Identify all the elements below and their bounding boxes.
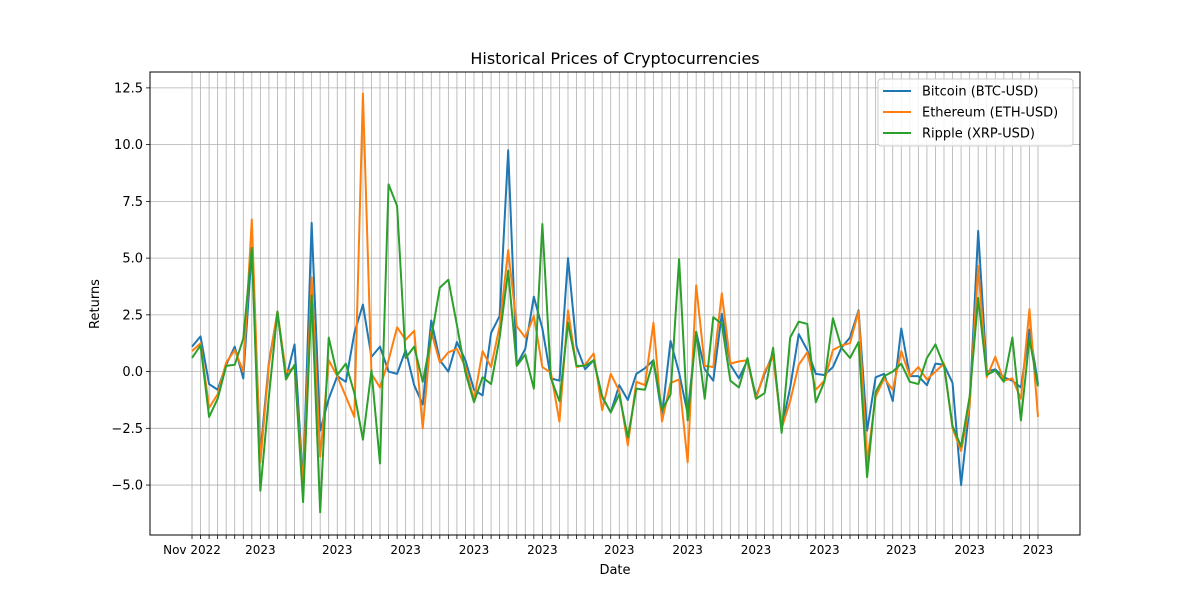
series-line-ethereum-eth-usd xyxy=(191,92,1039,487)
chart-title: Historical Prices of Cryptocurrencies xyxy=(470,49,759,68)
x-tick-label: 2023 xyxy=(886,543,917,557)
legend-label: Ripple (XRP-USD) xyxy=(922,127,1035,142)
y-tick-label: 0.0 xyxy=(122,365,143,380)
legend-label: Bitcoin (BTC-USD) xyxy=(922,85,1039,100)
y-tick-label: 5.0 xyxy=(122,252,143,267)
x-tick-label: 2023 xyxy=(527,543,558,557)
series-line-ripple-xrp-usd xyxy=(191,183,1039,514)
y-tick-label: −5.0 xyxy=(111,479,143,494)
series-lines xyxy=(191,92,1039,514)
x-tick-label: 2023 xyxy=(954,543,985,557)
x-tick-label: 2023 xyxy=(245,543,276,557)
x-tick-label: 2023 xyxy=(322,543,353,557)
x-tick-label: 2023 xyxy=(604,543,635,557)
y-tick-label: 2.5 xyxy=(122,308,143,323)
grid xyxy=(150,72,1080,535)
x-tick-label: 2023 xyxy=(741,543,772,557)
x-axis-ticks: Nov 2022 2023 2023 2023 2023 2023 2023 2023 2023… xyxy=(163,535,1053,557)
legend: Bitcoin (BTC-USD) Ethereum (ETH-USD) Rippl… xyxy=(877,78,1074,147)
x-tick-label: 2023 xyxy=(459,543,490,557)
y-axis-label: Returns xyxy=(88,279,103,329)
legend-label: Ethereum (ETH-USD) xyxy=(922,106,1058,121)
legend-box xyxy=(877,78,1074,147)
plot-area-frame xyxy=(149,71,1081,536)
x-tick-label: Nov 2022 xyxy=(163,543,221,557)
y-tick-label: 10.0 xyxy=(114,138,143,153)
y-tick-label: 7.5 xyxy=(122,195,143,210)
y-tick-label: −2.5 xyxy=(111,422,143,437)
x-tick-label: 2023 xyxy=(672,543,703,557)
series-line-bitcoin-btc-usd xyxy=(191,149,1039,487)
x-tick-label: 2023 xyxy=(1023,543,1054,557)
x-axis-label: Date xyxy=(599,563,630,578)
y-tick-label: 12.5 xyxy=(114,81,143,96)
x-tick-label: 2023 xyxy=(390,543,421,557)
x-tick-label: 2023 xyxy=(809,543,840,557)
y-axis-ticks: −5.0 −2.5 0.0 2.5 5.0 7.5 10.0 12.5 xyxy=(111,81,150,494)
